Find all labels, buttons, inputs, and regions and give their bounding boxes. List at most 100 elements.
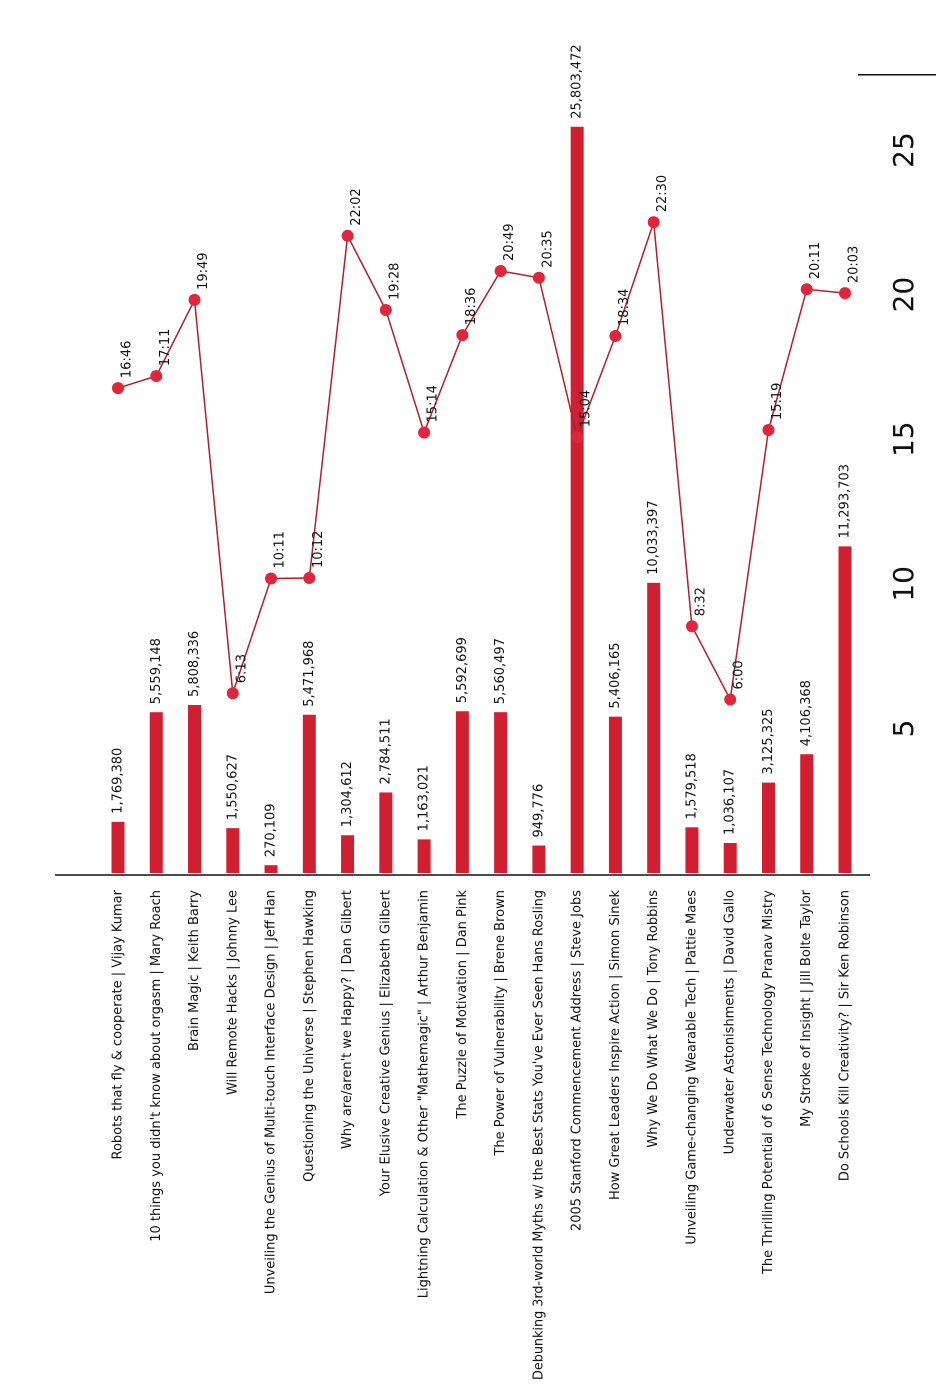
line-marker [265,572,278,585]
y-tick-label: 15 [887,421,920,457]
line-value-label: 22:02 [349,188,364,225]
bar-value-label: 1,579,518 [684,753,699,819]
line [117,222,846,702]
bar-value-label: 5,592,699 [455,637,470,703]
bar-value-label: 1,163,021 [417,765,432,831]
x-tick-label: Unveiling Game-changing Wearable Tech | … [684,890,699,1245]
line-value-label: 16:46 [120,341,135,378]
bar [226,828,240,873]
line-marker [494,264,507,277]
line-value-label: 20:35 [540,230,555,267]
bar-value-label: 1,769,380 [111,748,126,814]
line-marker [303,572,316,585]
bar [149,712,163,873]
line-value-label: 6:13 [234,654,249,683]
x-tick-label: How Great Leaders Inspire Action | Simon… [608,890,623,1201]
bar-value-label: 1,550,627 [225,754,240,820]
bar [685,827,699,873]
bar-value-label: 5,559,148 [149,638,164,704]
line-marker [571,431,584,444]
x-tick-label: Your Elusive Creative Genius | Elizabeth… [378,890,393,1197]
y-tick-label: 10 [887,566,920,602]
line-value-label: 20:11 [808,242,823,279]
x-tick-label: Why We Do What We Do | Tony Robbins [646,890,661,1148]
x-tick-label: Lightning Calculation & Other "Mathemagi… [417,890,432,1298]
bar-value-label: 5,471,968 [302,641,317,707]
line-value-label: 10:11 [273,531,288,568]
line-marker [150,370,163,383]
bar [647,582,661,873]
bar [761,782,775,873]
x-tick-label: Why are/aren't we Happy? | Dan Gilbert [340,890,355,1149]
x-tick-label: The Puzzle of Motivation | Dan Pink [455,890,470,1120]
line-marker [724,693,737,706]
bar [455,711,469,873]
bar-value-label: 2,784,511 [378,718,393,784]
bar-value-label: 1,036,107 [723,769,738,835]
line-marker [188,293,201,306]
y-tick-label: 5 [887,719,920,737]
bar [188,705,202,873]
line-marker [532,271,545,284]
x-tick-label: Do Schools Kill Creativity? | Sir Ken Ro… [838,890,853,1181]
bar [800,754,814,873]
bar [417,839,431,873]
x-tick-label: Underwater Astonishments | David Gallo [723,890,738,1154]
x-tick-label: My Stroke of Insight | Jill Bolte Taylor [799,889,814,1126]
bar [111,821,125,873]
bar [264,865,278,873]
bar [494,712,508,873]
x-tick-label: Unveiling the Genius of Multi-touch Inte… [264,890,279,1294]
bar-value-label: 5,560,497 [493,638,508,704]
x-tick-label: Questioning the Universe | Stephen Hawki… [302,890,317,1182]
bar [570,126,584,873]
line-marker [418,426,431,439]
bar [379,792,393,873]
line-value-label: 18:36 [464,288,479,325]
line-value-label: 6:00 [732,660,747,689]
line-value-label: 20:03 [847,246,862,283]
x-tick-label: 10 things you didn't know about orgasm |… [149,890,164,1242]
line-marker [647,216,660,229]
line-marker [379,304,392,317]
bar-value-label: 4,106,368 [799,680,814,746]
line-value-label: 10:12 [311,531,326,568]
bar-value-label: 949,776 [531,784,546,838]
line-marker [685,620,698,633]
bar-value-label: 10,033,397 [646,500,661,574]
bar-value-label: 5,808,336 [187,631,202,697]
bar-value-label: 3,125,325 [761,708,776,774]
line-value-label: 18:34 [617,289,632,326]
y-tick-label: 25 [887,132,920,168]
bar [608,716,622,873]
bar-value-label: 25,803,472 [570,44,585,118]
bar [532,845,546,873]
line-value-label: 8:32 [693,587,708,616]
bar [341,835,355,873]
line-value-label: 17:11 [158,329,173,366]
x-tick-label: The Thrilling Potential of 6 Sense Techn… [761,890,776,1275]
line-value-label: 19:49 [196,252,211,289]
line-value-label: 15:19 [770,383,785,420]
x-tick-label: 2005 Stanford Commencement Address | Ste… [570,890,585,1231]
line-value-label: 15:04 [579,390,594,427]
x-tick-label: Debunking 3rd-world Myths w/ the Best St… [531,890,546,1380]
line-marker [341,229,354,242]
bar [302,714,316,873]
x-tick-label: Robots that fly & cooperate | Vijay Kuma… [111,889,126,1159]
bar-value-label: 11,293,703 [838,464,853,538]
line-marker [226,687,239,700]
bar-value-label: 5,406,165 [608,642,623,708]
line-marker [839,287,851,300]
line-marker [456,329,469,342]
line-value-label: 15:14 [426,385,441,422]
bar [723,843,737,873]
x-tick-label: The Power of Vulnerability | Brene Brown [493,890,508,1157]
line-marker [112,382,124,395]
line-value-label: 20:49 [502,224,517,261]
x-tick-label: Brain Magic | Keith Barry [187,890,202,1051]
line-value-label: 19:28 [387,263,402,300]
line-marker [800,283,813,296]
line-value-label: 22:30 [655,175,670,212]
